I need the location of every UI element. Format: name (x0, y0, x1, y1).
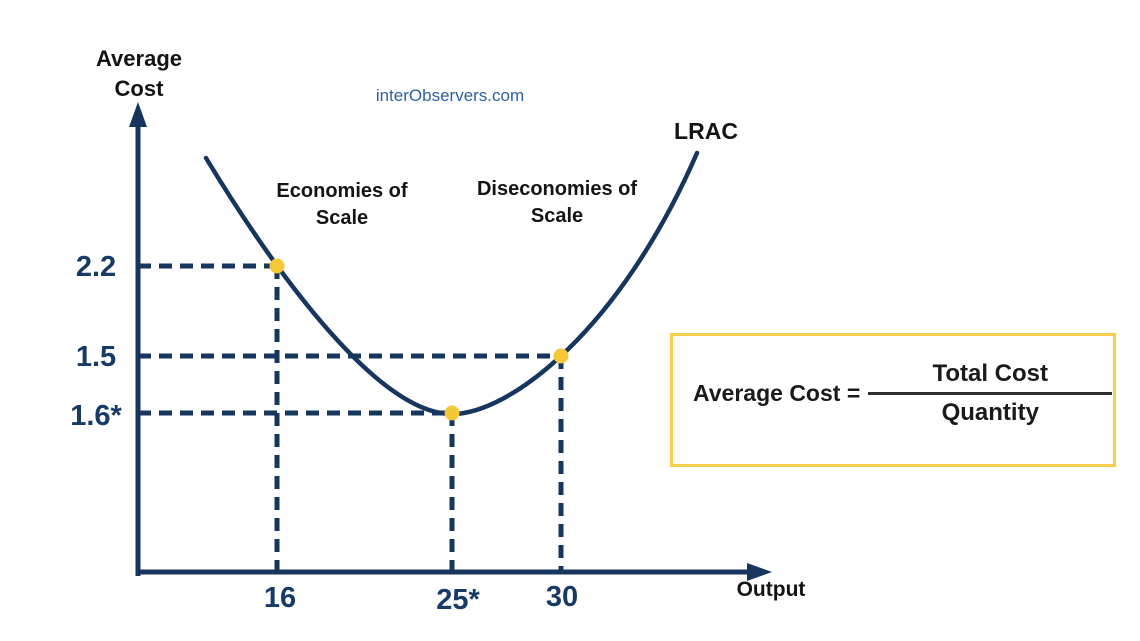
x-axis-arrowhead-icon (747, 563, 772, 581)
x-tick-16: 16 (263, 582, 297, 614)
y-axis-title-line2: Cost (114, 76, 164, 101)
data-point-30-1-5 (553, 348, 569, 364)
data-point-25-1-6 (444, 405, 460, 421)
x-axis-title: Output (736, 578, 806, 601)
curve-label-lrac: LRAC (674, 118, 738, 144)
diseconomies-of-scale-label: Diseconomies of Scale (468, 176, 646, 230)
formula-numerator: Total Cost (868, 360, 1113, 395)
diseconomies-label-line1: Diseconomies of (476, 178, 638, 200)
y-axis-arrowhead-icon (129, 102, 147, 127)
economies-label-line1: Economies of (276, 180, 408, 202)
formula-denominator: Quantity (941, 398, 1039, 426)
formula-fraction: Total Cost Quantity (868, 360, 1113, 427)
y-tick-2-2: 2.2 (75, 251, 117, 283)
y-axis-title: Average Cost (79, 44, 199, 104)
watermark-text: interObservers.com (375, 86, 525, 105)
y-axis-title-line1: Average (95, 46, 182, 71)
average-cost-formula-box: Average Cost = Total Cost Quantity (670, 333, 1116, 467)
diseconomies-label-line2: Scale (530, 205, 584, 227)
data-point-16-2-2 (269, 258, 285, 274)
y-tick-1-5: 1.5 (75, 341, 117, 373)
economies-label-line2: Scale (315, 207, 369, 229)
x-tick-25-star: 25* (436, 584, 480, 616)
formula-lhs: Average Cost = (693, 379, 861, 406)
x-tick-30: 30 (545, 581, 579, 613)
y-tick-1-6-star: 1.6* (70, 400, 122, 432)
economies-of-scale-label: Economies of Scale (258, 178, 426, 232)
